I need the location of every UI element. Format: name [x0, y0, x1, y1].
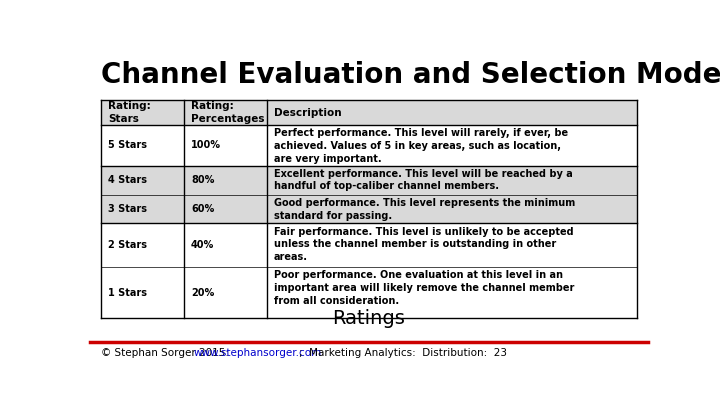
- Text: 60%: 60%: [191, 204, 214, 214]
- Text: 3 Stars: 3 Stars: [108, 204, 147, 214]
- Text: www.stephansorger.com: www.stephansorger.com: [193, 347, 322, 358]
- Text: 100%: 100%: [191, 141, 221, 150]
- Text: ;  Marketing Analytics:  Distribution:  23: ; Marketing Analytics: Distribution: 23: [300, 347, 508, 358]
- Text: Rating:
Percentages: Rating: Percentages: [191, 101, 264, 124]
- Text: Ratings: Ratings: [333, 309, 405, 328]
- Bar: [101, 166, 636, 195]
- Text: © Stephan Sorger 2015:: © Stephan Sorger 2015:: [101, 347, 233, 358]
- Bar: [101, 100, 636, 125]
- Text: Poor performance. One evaluation at this level in an
important area will likely : Poor performance. One evaluation at this…: [274, 270, 575, 306]
- Text: Fair performance. This level is unlikely to be accepted
unless the channel membe: Fair performance. This level is unlikely…: [274, 226, 574, 262]
- Text: 80%: 80%: [191, 175, 215, 185]
- Text: 4 Stars: 4 Stars: [108, 175, 147, 185]
- Text: 20%: 20%: [191, 288, 214, 298]
- Text: Good performance. This level represents the minimum
standard for passing.: Good performance. This level represents …: [274, 198, 575, 221]
- Text: 40%: 40%: [191, 240, 214, 250]
- Text: Excellent performance. This level will be reached by a
handful of top-caliber ch: Excellent performance. This level will b…: [274, 168, 572, 192]
- Text: Rating:
Stars: Rating: Stars: [108, 101, 150, 124]
- Bar: [101, 267, 636, 318]
- Bar: [101, 125, 636, 166]
- Text: 5 Stars: 5 Stars: [108, 141, 147, 150]
- Bar: [101, 195, 636, 224]
- Text: Description: Description: [274, 108, 341, 117]
- Text: 2 Stars: 2 Stars: [108, 240, 147, 250]
- Text: Perfect performance. This level will rarely, if ever, be
achieved. Values of 5 i: Perfect performance. This level will rar…: [274, 128, 568, 164]
- Bar: [101, 224, 636, 267]
- Text: Channel Evaluation and Selection Model: Channel Evaluation and Selection Model: [101, 61, 720, 89]
- Text: 1 Stars: 1 Stars: [108, 288, 147, 298]
